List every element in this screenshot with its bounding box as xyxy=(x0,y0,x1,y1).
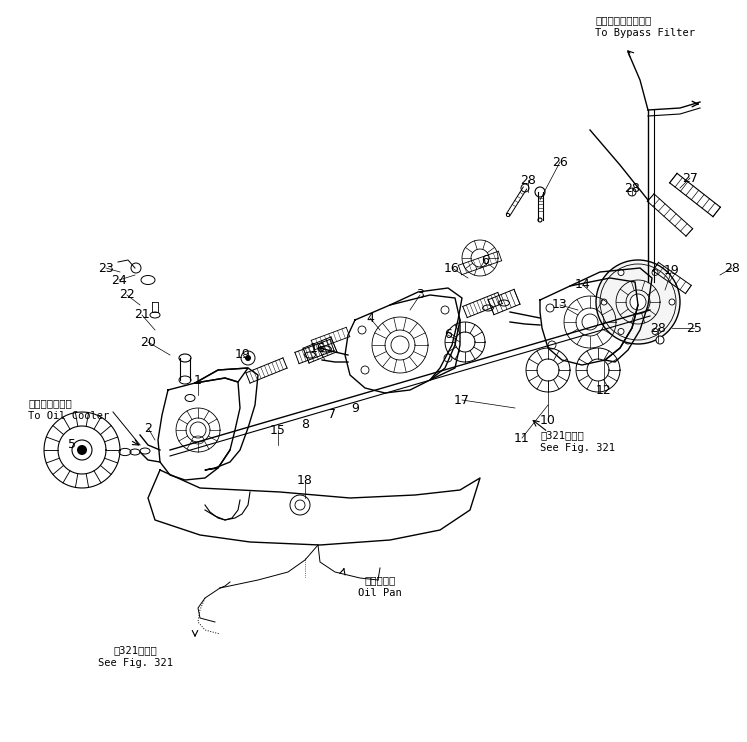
Text: 7: 7 xyxy=(328,409,336,421)
Ellipse shape xyxy=(141,275,155,284)
Circle shape xyxy=(656,336,664,344)
Text: 第321図参照
See Fig. 321: 第321図参照 See Fig. 321 xyxy=(540,430,615,453)
Circle shape xyxy=(630,294,646,310)
Text: オイルパン
Oil Pan: オイルパン Oil Pan xyxy=(358,575,402,598)
Text: 28: 28 xyxy=(624,182,640,194)
Text: 9: 9 xyxy=(351,401,359,415)
Text: 20: 20 xyxy=(140,335,156,349)
Text: 17: 17 xyxy=(454,393,470,407)
Text: 第321図参照
See Fig. 321: 第321図参照 See Fig. 321 xyxy=(98,645,173,669)
Circle shape xyxy=(596,260,680,344)
Text: 19: 19 xyxy=(664,263,680,277)
Text: 3: 3 xyxy=(416,289,424,301)
Text: 21: 21 xyxy=(134,309,150,321)
Text: 23: 23 xyxy=(98,261,114,275)
Text: 15: 15 xyxy=(270,424,286,436)
Circle shape xyxy=(290,495,310,515)
Text: 28: 28 xyxy=(520,174,536,186)
Text: 4: 4 xyxy=(366,312,374,324)
Text: 6: 6 xyxy=(444,329,452,341)
Text: 16: 16 xyxy=(310,341,326,355)
Circle shape xyxy=(72,440,92,460)
Circle shape xyxy=(622,284,630,292)
Circle shape xyxy=(548,341,556,349)
Text: 13: 13 xyxy=(552,298,568,312)
Circle shape xyxy=(245,355,251,361)
Circle shape xyxy=(77,445,87,455)
Circle shape xyxy=(131,263,141,273)
Text: 11: 11 xyxy=(514,432,530,444)
Circle shape xyxy=(361,366,369,374)
Text: 2: 2 xyxy=(144,421,152,435)
Circle shape xyxy=(582,314,598,330)
Circle shape xyxy=(535,187,545,197)
Circle shape xyxy=(441,306,449,314)
Ellipse shape xyxy=(179,354,191,362)
Text: 28: 28 xyxy=(650,321,666,335)
Circle shape xyxy=(618,329,624,335)
Circle shape xyxy=(241,351,255,365)
Text: 19: 19 xyxy=(235,349,251,361)
Text: 26: 26 xyxy=(552,156,568,168)
Text: 6: 6 xyxy=(481,254,489,266)
Circle shape xyxy=(669,299,675,305)
Text: 27: 27 xyxy=(682,171,698,185)
Text: 22: 22 xyxy=(119,289,135,301)
Circle shape xyxy=(391,336,409,354)
Text: 8: 8 xyxy=(301,418,309,432)
Text: 10: 10 xyxy=(540,413,556,427)
Text: 25: 25 xyxy=(686,321,702,335)
Text: 18: 18 xyxy=(297,473,313,487)
Text: 14: 14 xyxy=(575,278,591,292)
Text: オイルクーラへ
To Oil Cooler: オイルクーラへ To Oil Cooler xyxy=(28,398,109,421)
Text: 24: 24 xyxy=(111,274,127,286)
Text: バイパスフィルタへ
To Bypass Filter: バイパスフィルタへ To Bypass Filter xyxy=(595,15,695,38)
Text: 28: 28 xyxy=(724,261,740,275)
Text: 1: 1 xyxy=(194,373,202,387)
Circle shape xyxy=(521,184,529,192)
Circle shape xyxy=(624,336,632,344)
Ellipse shape xyxy=(185,395,195,401)
Circle shape xyxy=(652,269,658,275)
Circle shape xyxy=(538,218,542,222)
Circle shape xyxy=(358,326,366,334)
Circle shape xyxy=(601,299,607,305)
Circle shape xyxy=(652,329,658,335)
Text: 5: 5 xyxy=(68,439,76,451)
Circle shape xyxy=(628,188,636,196)
Circle shape xyxy=(546,304,554,312)
Circle shape xyxy=(506,214,509,217)
Text: 16: 16 xyxy=(444,261,460,275)
Circle shape xyxy=(444,354,452,362)
Text: 12: 12 xyxy=(596,384,612,396)
Ellipse shape xyxy=(150,312,160,318)
Circle shape xyxy=(618,269,624,275)
